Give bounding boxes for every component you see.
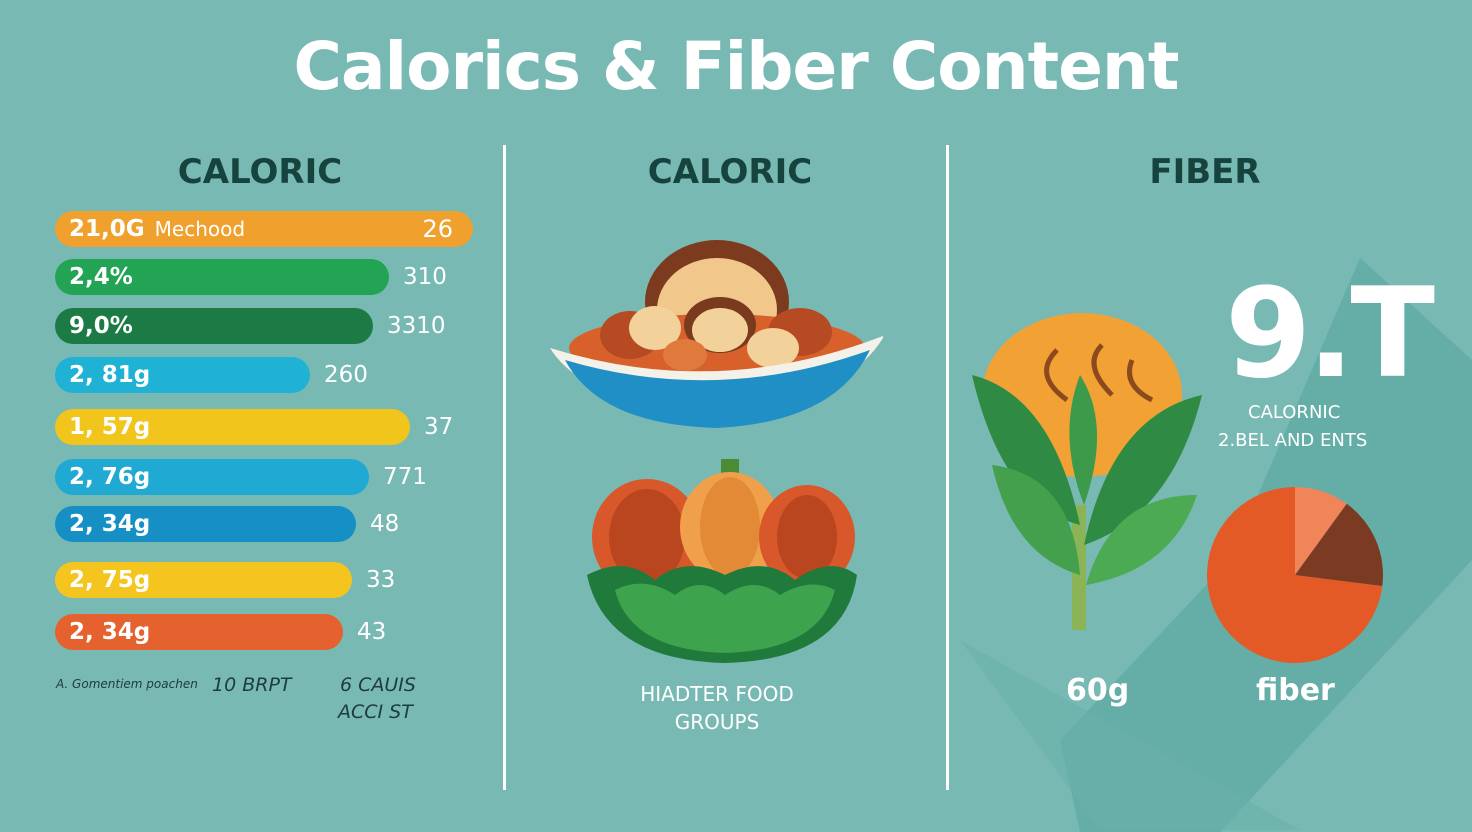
pie-slice-3 — [1295, 503, 1383, 587]
bar-3: 9,0% — [55, 308, 373, 344]
bar-value: 26 — [422, 215, 453, 243]
bar-2: 2,4% — [55, 259, 389, 295]
bar-label: 9,0% — [69, 313, 133, 339]
bar-8: 2, 75g — [55, 562, 352, 598]
bar-label: 2, 75g — [69, 567, 151, 593]
food-bowl-icon — [550, 240, 883, 428]
bar-label: 2, 34g — [69, 619, 151, 645]
pie-slice-2 — [1295, 487, 1347, 575]
fiber-line2: 2.BEL AND ENTS — [1218, 430, 1368, 451]
left-column-heading: CALORIC — [177, 152, 343, 192]
divider-left — [503, 145, 506, 790]
middle-column-heading: CALORIC — [647, 152, 813, 192]
fiber-line1: CALORNIC — [1248, 402, 1341, 423]
divider-right — [946, 145, 949, 790]
bar-label: 2, 34g — [69, 511, 151, 537]
pie-slice-1 — [1207, 487, 1383, 663]
footnote-c-line1: 6 CAUIS — [340, 674, 416, 696]
bar-value: 37 — [424, 414, 454, 440]
fiber-stat-grams: 60g — [1066, 673, 1130, 708]
bar-value: 310 — [403, 264, 447, 290]
bar-label: 2,4% — [69, 264, 133, 290]
bar-1: 21,0G Mechood 26 — [55, 211, 473, 247]
right-column-heading: FIBER — [1149, 152, 1261, 192]
bar-value: 260 — [324, 362, 368, 388]
middle-caption-line1: HIADTER FOOD — [640, 682, 794, 706]
bar-7: 2, 34g — [55, 506, 356, 542]
bar-label: 21,0G — [69, 216, 145, 242]
footnote-c-line2: ACCI ST — [338, 701, 413, 723]
footnote-b: 10 BRPT — [212, 674, 292, 696]
fiber-pie-chart — [1207, 487, 1383, 663]
bar-5: 1, 57g — [55, 409, 410, 445]
bar-label: 2, 76g — [69, 464, 151, 490]
page-title: Calorics & Fiber Content — [293, 28, 1180, 105]
bar-9: 2, 34g — [55, 614, 343, 650]
fiber-big-number: 9.T — [1225, 262, 1435, 406]
bar-value: 771 — [383, 464, 427, 490]
bar-4: 2, 81g — [55, 357, 310, 393]
vegetables-icon — [587, 459, 857, 663]
bar-6: 2, 76g — [55, 459, 369, 495]
bar-value: 33 — [366, 567, 396, 593]
fiber-stat-label: fiber — [1256, 673, 1335, 708]
bar-sublabel: Mechood — [154, 217, 246, 241]
leafy-plant-icon — [972, 313, 1202, 630]
footnote-a: A. Gomentiem poachen — [56, 677, 198, 691]
bar-value: 3310 — [387, 313, 446, 339]
bar-label: 2, 81g — [69, 362, 151, 388]
middle-caption-line2: GROUPS — [674, 710, 760, 734]
bar-value: 48 — [370, 511, 400, 537]
bar-value: 43 — [357, 619, 387, 645]
bar-label: 1, 57g — [69, 414, 151, 440]
